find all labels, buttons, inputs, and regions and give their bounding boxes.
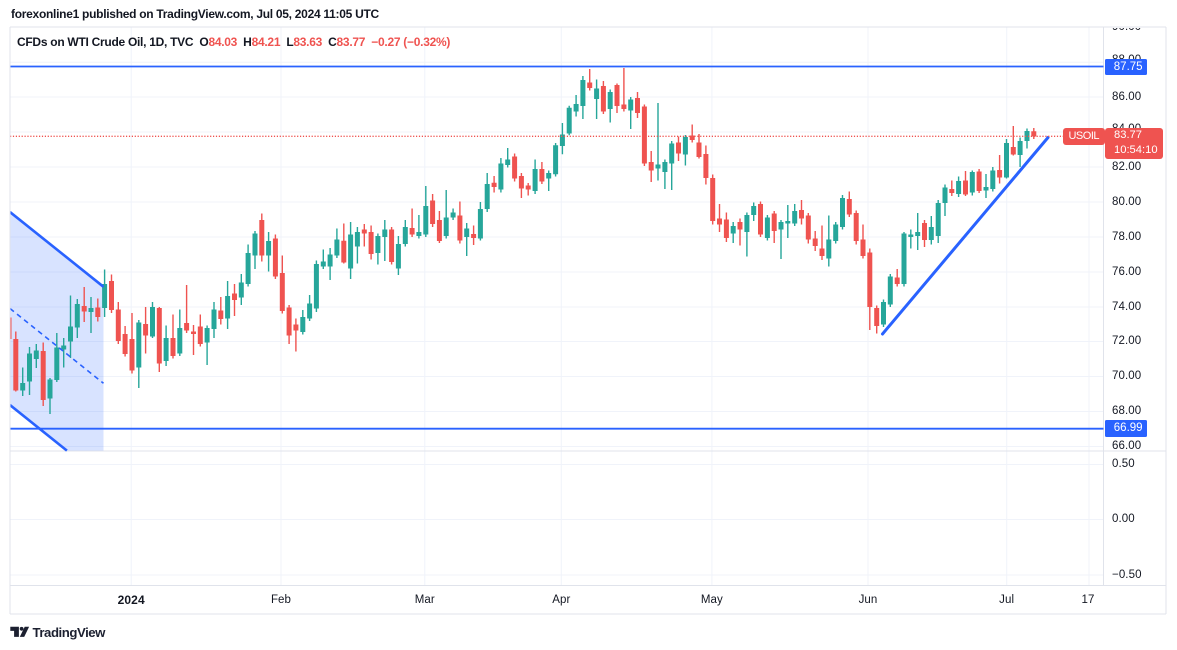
svg-text:TradingView: TradingView xyxy=(33,625,107,640)
